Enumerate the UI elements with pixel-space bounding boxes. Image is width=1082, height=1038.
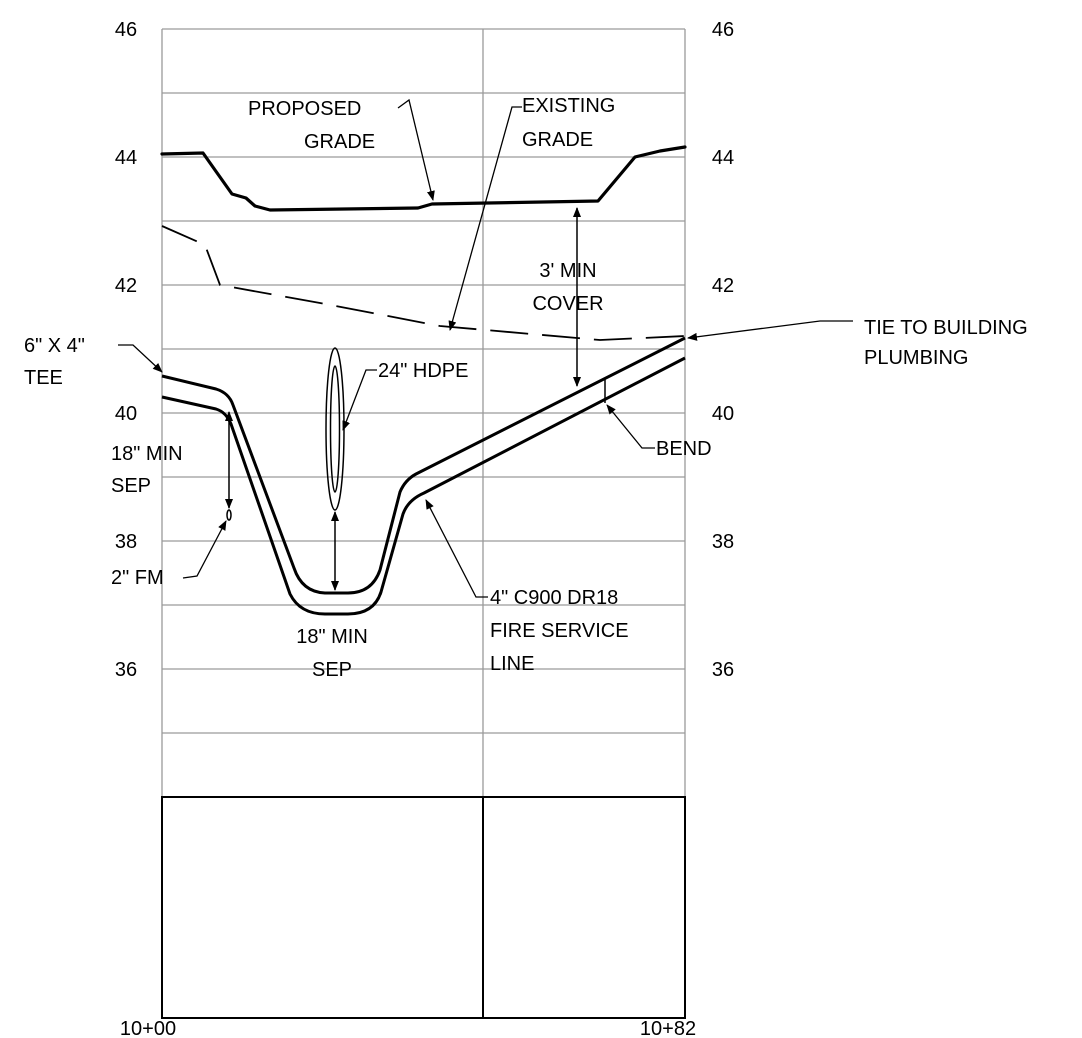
elev-right-42: 42 bbox=[712, 275, 734, 297]
proposed-grade-label-1: PROPOSED bbox=[248, 98, 361, 120]
forcemain-leader bbox=[182, 520, 227, 579]
min-cover-label-2: COVER bbox=[532, 293, 603, 315]
tie-building-label-1: TIE TO BUILDING bbox=[864, 317, 1028, 339]
elev-right-36: 36 bbox=[712, 659, 734, 681]
min-sep-bottom-label-1: 18" MIN bbox=[296, 626, 368, 648]
tee-label-1: 6" X 4" bbox=[24, 335, 85, 357]
existing-grade-label-2: GRADE bbox=[522, 129, 593, 151]
fire-line-label-3: LINE bbox=[490, 653, 534, 675]
existing-grade-leader bbox=[448, 106, 522, 331]
elev-right-40: 40 bbox=[712, 403, 734, 425]
elev-left-36: 36 bbox=[115, 659, 137, 681]
tie-building-label-2: PLUMBING bbox=[864, 347, 968, 369]
fire-service-pipe-top bbox=[161, 336, 686, 595]
hdpe-leader bbox=[342, 369, 377, 431]
elev-left-44: 44 bbox=[115, 147, 137, 169]
elevation-labels-right: 46 44 42 40 38 36 bbox=[712, 19, 734, 681]
fire-line-label-2: FIRE SERVICE bbox=[490, 620, 629, 642]
bend-label: BEND bbox=[656, 438, 712, 460]
elev-right-38: 38 bbox=[712, 531, 734, 553]
proposed-grade-leader bbox=[397, 98, 435, 201]
tie-building-leader bbox=[687, 320, 853, 341]
fire-line-leader bbox=[425, 499, 488, 598]
proposed-grade-line bbox=[160, 145, 687, 212]
hdpe-label: 24" HDPE bbox=[378, 360, 468, 382]
forcemain-label: 2" FM bbox=[111, 567, 164, 589]
elev-right-44: 44 bbox=[712, 147, 734, 169]
bend-leader bbox=[606, 404, 655, 449]
min-sep-left-label-2: SEP bbox=[111, 475, 151, 497]
tee-leader bbox=[118, 344, 163, 373]
forcemain-pipe bbox=[226, 509, 232, 521]
station-table bbox=[161, 796, 686, 1019]
fire-line-label-1: 4" C900 DR18 bbox=[490, 587, 618, 609]
profile-grid bbox=[161, 28, 686, 797]
station-start-label: 10+00 bbox=[120, 1018, 176, 1038]
tee-label-2: TEE bbox=[24, 367, 63, 389]
elevation-labels-left: 46 44 42 40 38 36 bbox=[115, 19, 137, 681]
min-cover-label-1: 3' MIN bbox=[539, 260, 596, 282]
min-sep-left-label-1: 18" MIN bbox=[111, 443, 183, 465]
elev-left-42: 42 bbox=[115, 275, 137, 297]
existing-grade-label-1: EXISTING bbox=[522, 95, 615, 117]
proposed-grade-label-2: GRADE bbox=[304, 131, 375, 153]
elev-left-40: 40 bbox=[115, 403, 137, 425]
existing-grade-line bbox=[161, 225, 686, 341]
elev-left-38: 38 bbox=[115, 531, 137, 553]
hdpe-pipe-inner bbox=[329, 365, 341, 493]
min-sep-bottom-label-2: SEP bbox=[312, 659, 352, 681]
elev-left-46: 46 bbox=[115, 19, 137, 41]
fire-service-pipe-bottom bbox=[161, 356, 686, 616]
elev-right-46: 46 bbox=[712, 19, 734, 41]
station-end-label: 10+82 bbox=[640, 1018, 696, 1038]
hdpe-pipe-outer bbox=[325, 347, 345, 511]
